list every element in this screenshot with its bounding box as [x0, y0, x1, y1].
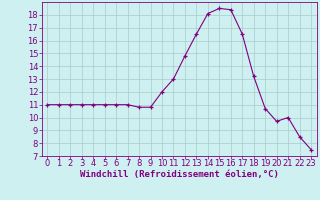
- X-axis label: Windchill (Refroidissement éolien,°C): Windchill (Refroidissement éolien,°C): [80, 170, 279, 179]
